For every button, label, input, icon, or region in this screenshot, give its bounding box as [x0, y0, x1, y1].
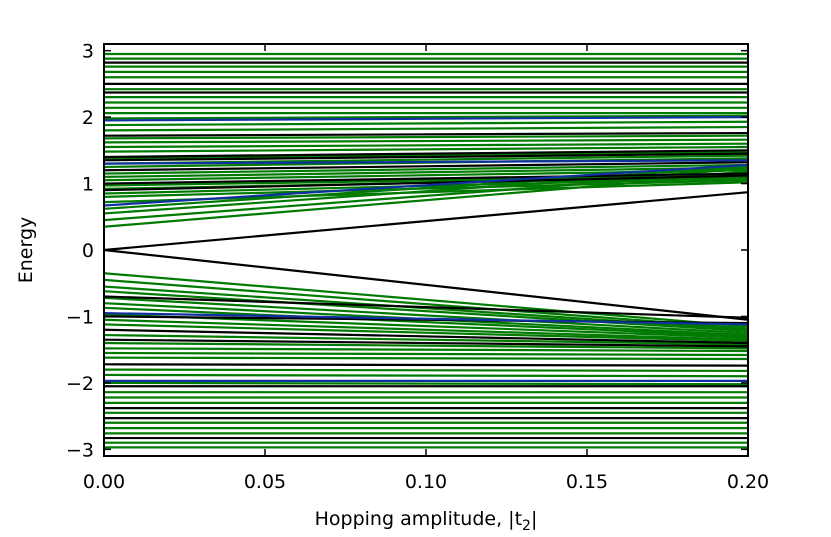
ticks-layer	[103, 44, 749, 456]
tick-labels: 0.00 0.05 0.10 0.15 0.20 −3 −2 −1 0 1 2 3	[66, 41, 769, 493]
series-line-17	[103, 131, 749, 137]
x-tick-label-4: 0.20	[727, 471, 769, 493]
series-line-65	[103, 356, 749, 361]
series-line-13	[103, 114, 749, 120]
y-tick-label-1: −2	[66, 373, 94, 395]
series-layer	[103, 52, 749, 449]
y-tick-label-3: 0	[82, 240, 94, 262]
x-tick-label-1: 0.05	[244, 471, 286, 493]
series-line-59	[103, 328, 749, 345]
x-tick-label-3: 0.15	[566, 471, 608, 493]
plot-frame	[103, 43, 749, 457]
series-line-16	[103, 125, 749, 132]
series-line-28	[103, 161, 749, 172]
series-line-30	[103, 166, 749, 179]
series-line-20	[103, 142, 749, 149]
series-line-43	[103, 172, 749, 228]
series-line-51	[103, 296, 749, 335]
series-line-45	[103, 248, 749, 321]
series-line-18	[103, 134, 749, 140]
series-line-60	[103, 333, 749, 346]
y-axis-label: Energy	[15, 217, 37, 284]
series-line-35	[103, 174, 749, 192]
y-tick-label-6: 3	[82, 41, 94, 63]
series-line-29	[103, 163, 749, 175]
series-line-40	[103, 165, 749, 210]
series-line-19	[103, 138, 749, 144]
series-line-23	[103, 151, 749, 160]
series-line-63	[103, 347, 749, 353]
series-line-47	[103, 278, 749, 330]
series-line-49	[103, 290, 749, 333]
series-line-41	[103, 167, 749, 215]
y-tick-label-5: 2	[82, 107, 94, 129]
series-line-62	[103, 341, 749, 350]
series-line-61	[103, 338, 749, 348]
series-line-15	[103, 120, 749, 127]
series-line-66	[103, 363, 749, 367]
x-tick-label-0: 0.00	[83, 471, 125, 493]
x-axis-label: Hopping amplitude, |t2|	[315, 508, 538, 534]
series-line-26	[103, 159, 749, 165]
series-line-50	[103, 295, 749, 319]
series-line-53	[103, 306, 749, 338]
series-line-39	[103, 163, 749, 207]
x-axis-label-main: Hopping amplitude, |t	[315, 508, 522, 530]
series-line-44	[103, 191, 749, 252]
series-line-67	[103, 368, 749, 373]
series-line-14	[103, 115, 749, 122]
series-line-68	[103, 373, 749, 378]
series-line-70	[103, 381, 749, 386]
x-axis-label-end: |	[531, 508, 537, 530]
series-line-24	[103, 152, 749, 162]
x-tick-label-2: 0.10	[405, 471, 447, 493]
series-line-32	[103, 172, 749, 185]
y-tick-label-4: 1	[82, 174, 94, 196]
series-line-42	[103, 170, 749, 222]
x-axis-label-subscript: 2	[522, 518, 531, 534]
series-line-64	[103, 351, 749, 357]
series-line-57	[103, 318, 749, 341]
series-line-46	[103, 272, 749, 328]
series-line-22	[103, 149, 749, 159]
series-line-58	[103, 323, 749, 343]
y-tick-label-2: −1	[66, 306, 94, 328]
y-tick-label-0: −3	[66, 439, 94, 461]
series-line-21	[103, 145, 749, 153]
series-line-54	[103, 312, 749, 326]
